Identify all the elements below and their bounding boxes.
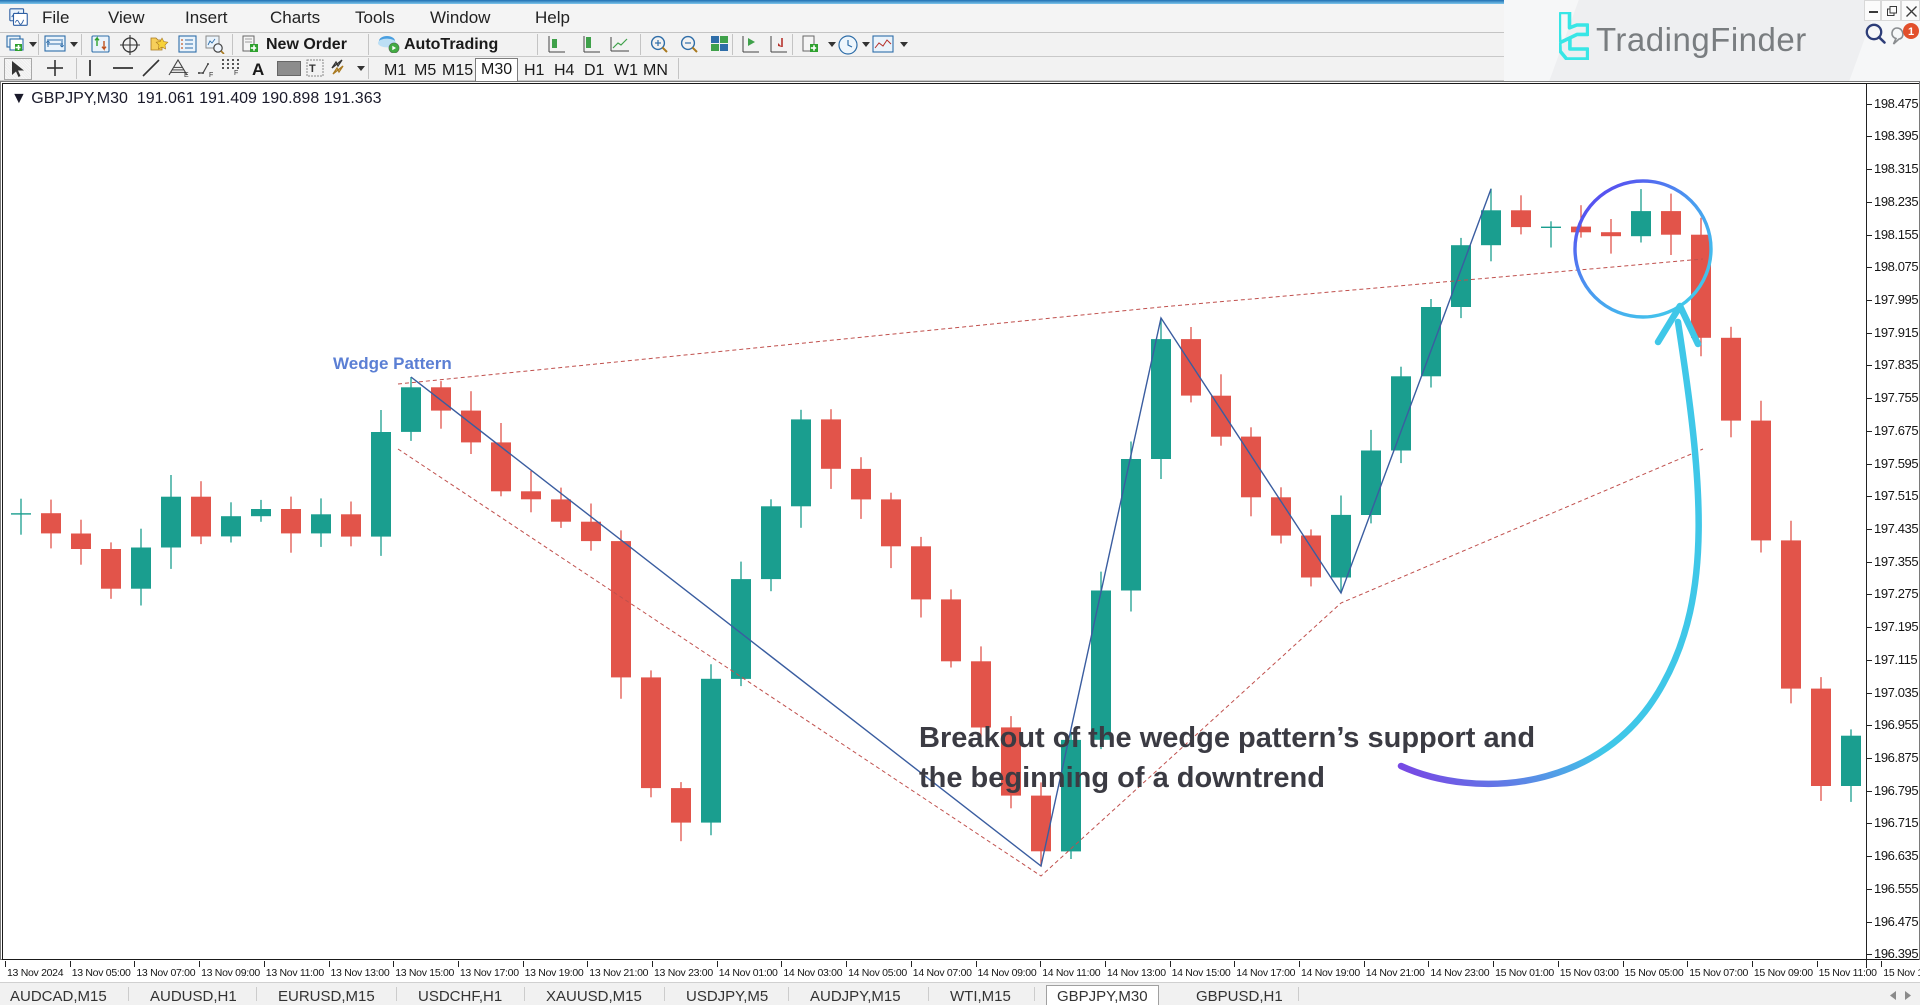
- svg-text:E: E: [184, 72, 189, 78]
- svg-text:1: 1: [1908, 26, 1914, 38]
- svg-text:T: T: [309, 63, 316, 75]
- svg-text:F: F: [234, 70, 238, 75]
- svg-text:F: F: [209, 72, 213, 78]
